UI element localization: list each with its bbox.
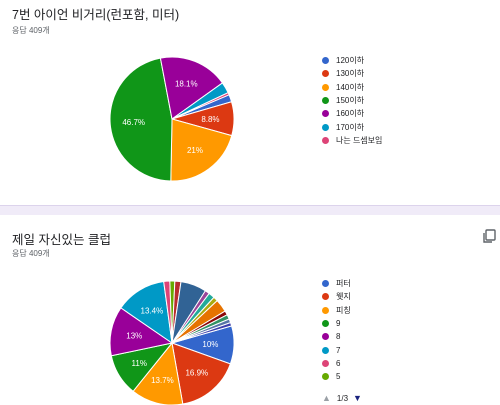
slice-data-label: 8.8% xyxy=(201,115,219,124)
pie-slice-나는 드셈보임 xyxy=(171,91,230,120)
page-indicator: 1/3 xyxy=(336,393,349,403)
legend-item[interactable]: 7 xyxy=(322,344,340,357)
legend-swatch xyxy=(322,373,329,381)
slice-data-label: 46.7% xyxy=(122,118,145,127)
legend-swatch xyxy=(322,123,329,131)
legend-label: 150이하 xyxy=(336,95,365,105)
legend-swatch xyxy=(322,136,329,144)
legend-item[interactable]: 5 xyxy=(322,370,340,383)
legend-label: 120이하 xyxy=(336,56,365,65)
legend-swatch xyxy=(322,110,329,118)
response-count: 응답 409개 xyxy=(12,26,50,35)
slice-data-label: 10% xyxy=(202,340,218,349)
triangle-down-icon[interactable]: ▼ xyxy=(353,393,362,403)
legend-item[interactable]: 140이하 xyxy=(322,81,364,94)
legend-item[interactable]: 9 xyxy=(322,317,340,330)
legend-swatch xyxy=(322,346,329,354)
legend-item[interactable]: 웻지 xyxy=(322,290,351,303)
question-card-1: 7번 아이언 비거리(런포함, 미터) 응답 409개 8.8% 21% 46.7%… xyxy=(12,8,383,182)
legend-swatch xyxy=(322,57,329,64)
question-title: 7번 아이언 비거리(런포함, 미터) xyxy=(12,8,180,22)
copy-chart-icon[interactable] xyxy=(482,229,496,243)
slice-data-label: 11% xyxy=(132,359,147,368)
legend-item[interactable]: 나는 드셈보임 xyxy=(322,134,382,147)
legend-label: 7 xyxy=(336,345,341,355)
legend-item[interactable]: 8 xyxy=(322,330,340,343)
legend-swatch xyxy=(322,293,329,301)
pie-chart-1: 8.8% 21% 46.7% 18.1% xyxy=(109,56,235,182)
slice-data-label: 13% xyxy=(126,331,142,340)
legend-label: 피칭 xyxy=(336,305,351,315)
legend-pager: ▲ 1/3 ▼ xyxy=(322,392,362,404)
pie-slice-other-17 xyxy=(171,321,233,344)
response-count: 응답 409개 xyxy=(12,249,50,258)
legend-swatch xyxy=(322,359,329,367)
legend-label: 8 xyxy=(336,332,341,342)
slice-data-label: 21% xyxy=(187,146,203,155)
slice-data-label: 13.4% xyxy=(141,306,164,315)
pie-slice-웻지 xyxy=(171,342,232,405)
legend-label: 130이하 xyxy=(336,69,365,79)
legend-swatch xyxy=(322,280,329,287)
legend-item[interactable]: 피칭 xyxy=(322,304,351,317)
legend-label: 160이하 xyxy=(336,109,365,119)
question-card-2: 제일 자신있는 클럽 응답 409개 xyxy=(0,215,500,405)
legend-item[interactable]: 150이하 xyxy=(322,94,364,107)
legend-swatch xyxy=(322,70,329,78)
slice-data-label: 13.7% xyxy=(151,376,174,385)
legend-label: 6 xyxy=(336,358,341,368)
legend-swatch xyxy=(322,333,329,341)
legend-label: 퍼터 xyxy=(336,279,351,288)
legend-label: 9 xyxy=(336,318,341,328)
legend-label: 나는 드셈보임 xyxy=(336,135,383,145)
legend-swatch xyxy=(322,83,329,91)
pie-slice-피칭 xyxy=(132,341,184,405)
legend-label: 5 xyxy=(336,372,341,382)
question-title: 제일 자신있는 클럽 xyxy=(12,233,111,247)
legend-item[interactable]: 퍼터 xyxy=(322,277,351,290)
legend-swatch xyxy=(322,306,329,314)
legend-item[interactable]: 6 xyxy=(322,357,340,370)
legend-item[interactable]: 130이하 xyxy=(322,67,364,80)
legend-label: 웻지 xyxy=(336,292,351,302)
pie-slice-140이하 xyxy=(170,118,233,182)
triangle-up-icon[interactable]: ▲ xyxy=(322,393,331,403)
pie-slice-160이하 xyxy=(159,56,224,120)
slice-data-label: 16.9% xyxy=(185,368,208,377)
legend-item[interactable]: 160이하 xyxy=(322,107,364,120)
legend-label: 170이하 xyxy=(336,122,365,132)
legend-item[interactable]: 120이하 xyxy=(322,54,364,67)
legend-label: 140이하 xyxy=(336,82,365,92)
legend-swatch xyxy=(322,319,329,327)
slice-data-label: 18.1% xyxy=(175,79,198,88)
legend-item[interactable]: 170이하 xyxy=(322,121,364,134)
section-separator xyxy=(0,205,500,215)
pie-slice-150이하 xyxy=(109,57,173,182)
legend-swatch xyxy=(322,96,329,104)
